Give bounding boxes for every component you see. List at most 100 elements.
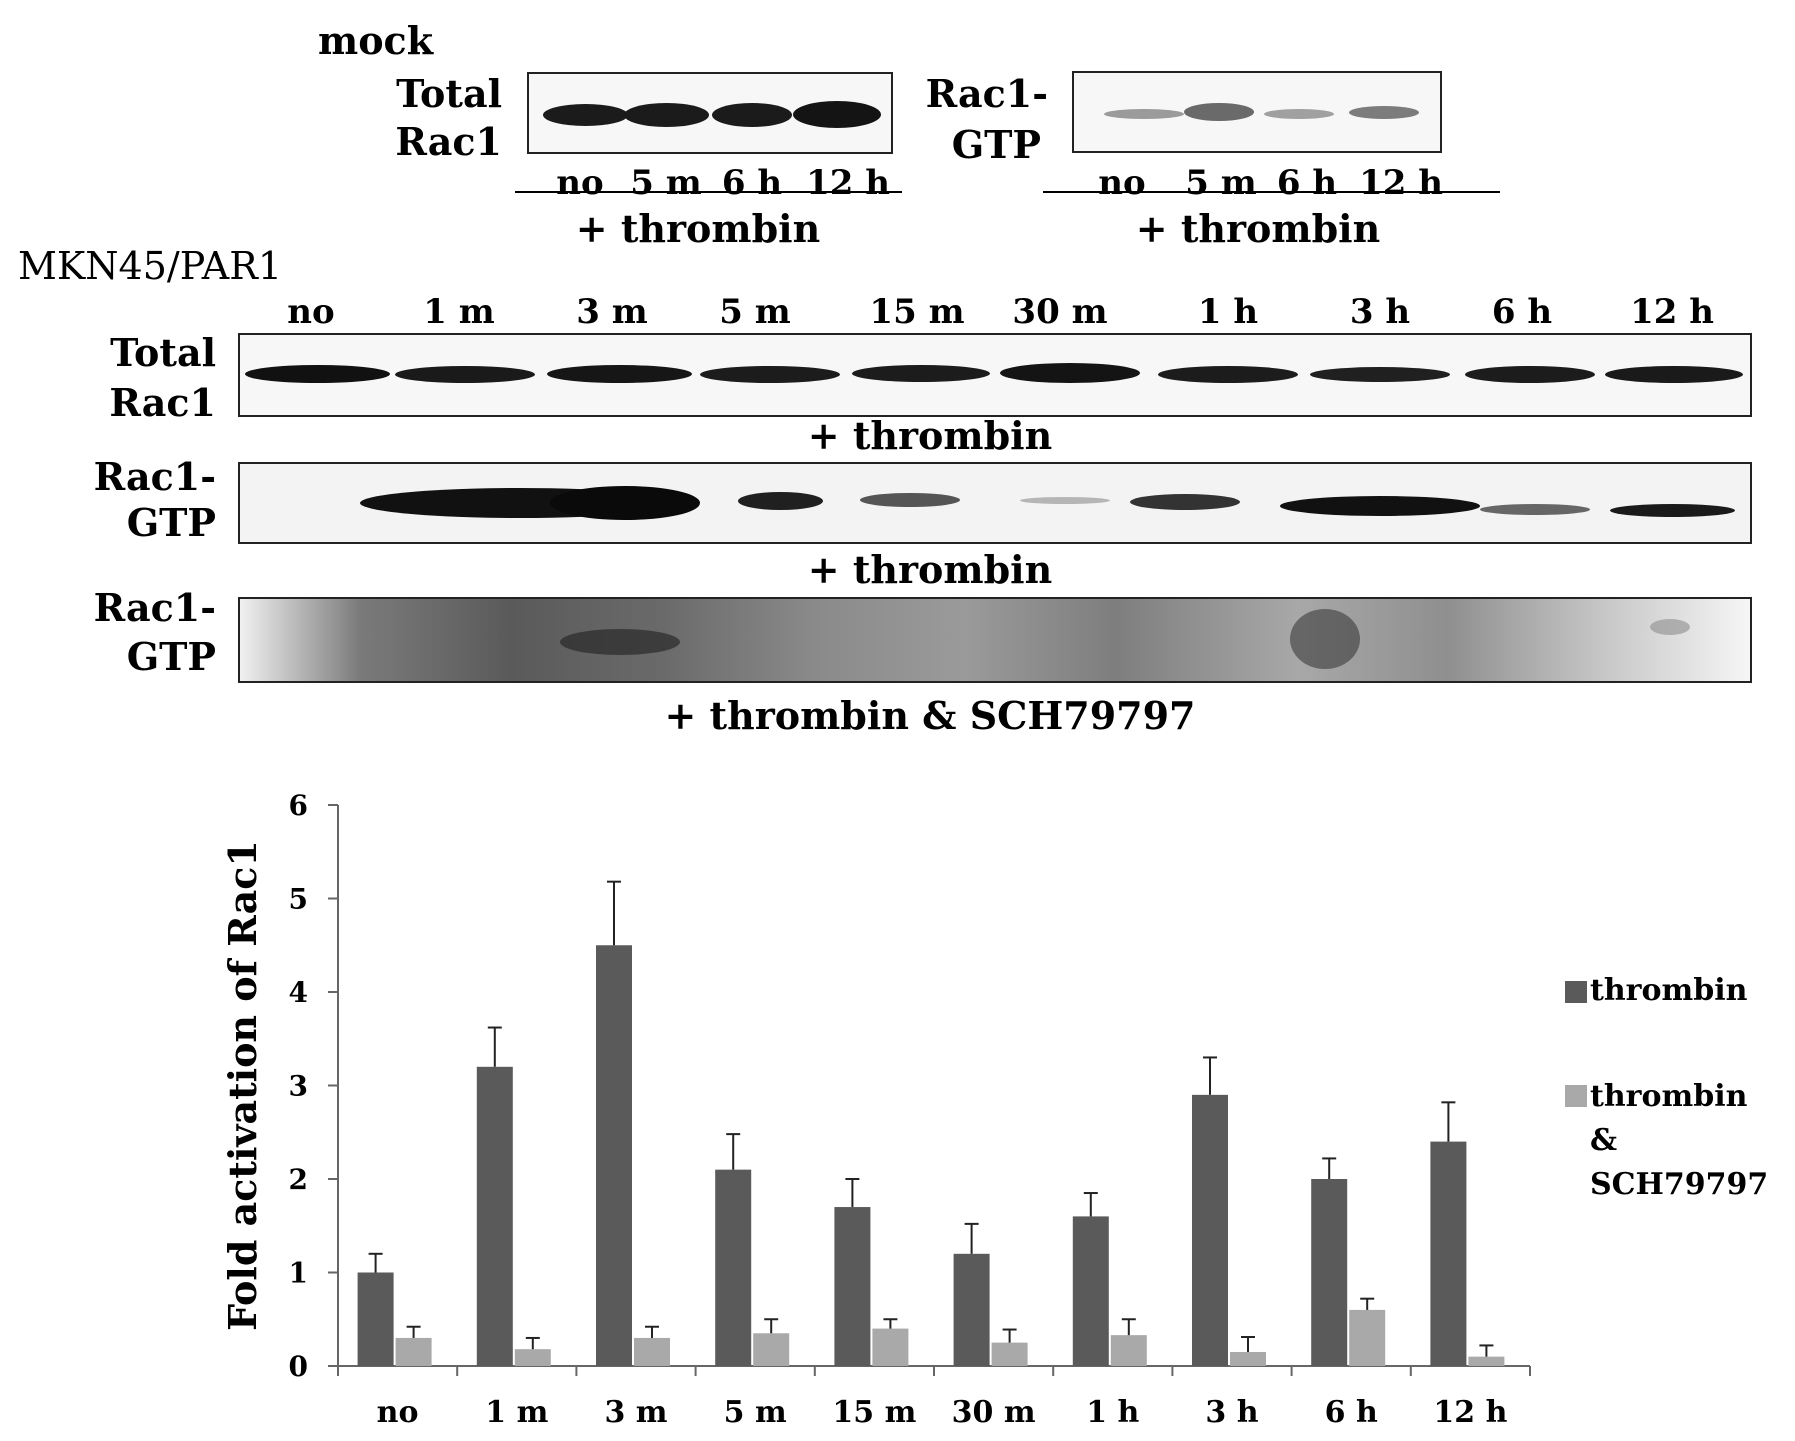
x-tick-label: 12 h [1433,1395,1507,1430]
blot-band [793,101,881,128]
par1-gtp-treatment: + thrombin [807,547,1053,592]
mock-total-rac1-blot [527,72,893,154]
blot-band [852,365,990,382]
y-tick-label: 3 [289,1070,308,1103]
x-tick-label: 6 h [1325,1395,1378,1430]
blot-band [1020,497,1110,504]
legend-label-thrombin: thrombin [1590,973,1748,1008]
blot-band [1480,504,1590,515]
par1-total-rac1-blot [238,333,1752,417]
mock-gtp-lane-no: no [1098,163,1146,203]
bar-thrombin [357,1272,394,1366]
par1-lane-6h: 6 h [1491,292,1553,332]
mock-total-lane-no: no [556,163,604,203]
x-tick-label: 3 h [1205,1395,1258,1430]
bar-thrombin-sch [634,1337,670,1366]
blot-band [1130,494,1240,510]
y-tick-label: 2 [289,1163,308,1196]
blot-band [860,493,960,507]
par1-rac1-gtp-blot [238,462,1752,544]
mock-total-lane-12h: 12 h [806,163,890,203]
mock-rac1-gtp-blot [1072,71,1442,153]
blot-band [550,486,700,520]
legend: thrombin thrombin & SCH79797 [1560,973,1790,1202]
y-tick-label: 1 [289,1257,308,1290]
y-tick-label: 5 [289,883,308,916]
x-tick-label: 30 m [952,1395,1036,1430]
mock-gtp-lane-6h: 6 h [1276,163,1338,203]
blot-band [1650,619,1690,635]
blot-band [547,365,692,383]
bar-thrombin [1430,1141,1467,1366]
blot-band [1264,109,1334,119]
blot-band [245,365,390,383]
mock-gtp-underline [1043,191,1500,193]
bar-thrombin [715,1169,752,1366]
bar-thrombin [476,1066,513,1366]
par1-lane-12h: 12 h [1630,292,1714,332]
mock-total-underline [515,191,902,193]
mock-title: mock [318,18,434,63]
par1-gtp-sch-label-2: GTP [126,634,216,679]
mock-total-treatment: + thrombin [575,206,821,251]
y-tick-label: 0 [289,1350,308,1383]
y-tick-label: 6 [289,789,308,822]
mock-gtp-lane-5m: 5 m [1185,163,1257,203]
par1-total-label-2: Rac1 [109,380,216,425]
x-tick-label: 1 h [1086,1395,1139,1430]
blot-band [1349,106,1419,119]
par1-gtp-sch-label-1: Rac1- [93,585,216,630]
mock-gtp-treatment: + thrombin [1135,206,1381,251]
bar-thrombin [1072,1216,1109,1366]
mock-gtp-label-1: Rac1- [925,71,1048,116]
x-tick-label: no [377,1395,419,1430]
par1-title: MKN45/PAR1 [18,244,283,288]
bar-thrombin-sch [1230,1351,1266,1366]
par1-total-treatment: + thrombin [807,413,1053,458]
blot-band [712,103,792,127]
mock-total-lane-6h: 6 h [721,163,783,203]
blot-band [395,366,535,383]
blot-band [624,103,709,127]
bar-thrombin-sch [1468,1356,1505,1366]
bar-thrombin-sch [514,1349,551,1366]
bar-thrombin [953,1253,990,1366]
bar-thrombin-sch [1110,1335,1147,1366]
par1-lane-15m: 15 m [869,292,965,332]
par1-gtp-sch-treatment: + thrombin & SCH79797 [664,693,1196,738]
blot-band [738,492,823,510]
blot-band [1310,367,1450,382]
bar-thrombin-sch [753,1333,790,1366]
blot-band [1605,366,1743,383]
bar-thrombin [1192,1094,1228,1366]
blot-band [560,629,680,655]
x-tick-label: 5 m [724,1395,787,1430]
blot-band [1465,366,1595,383]
bar-thrombin-sch [872,1328,909,1366]
x-tick-label: 3 m [604,1395,667,1430]
legend-item-thrombin: thrombin [1560,973,1790,1013]
blot-band [1280,496,1480,516]
blot-band [1290,609,1360,669]
bar-thrombin-sch [991,1342,1028,1366]
par1-gtp-label-2: GTP [126,500,216,545]
blot-band [700,366,840,383]
bar-chart: 0 1 2 3 4 5 6 no 1 m 3 m 5 m 15 m 30 m 1 h 3 h 6 h 12 h F… [220,789,1531,1430]
blot-band [1000,363,1140,383]
blot-band [1184,103,1254,121]
bar-thrombin-sch [1349,1309,1386,1366]
x-tick-label: 15 m [832,1395,916,1430]
blot-band [1104,109,1184,119]
y-axis-title: Fold activation of Rac1 [220,840,265,1331]
legend-label-thrombin-sch: thrombin & SCH79797 [1590,1079,1769,1202]
par1-lane-no: no [287,292,335,332]
mock-total-lane-5m: 5 m [630,163,702,203]
blot-band [1158,366,1298,383]
mock-total-label-2: Rac1 [395,119,502,164]
par1-lane-30m: 30 m [1012,292,1108,332]
blot-band [543,104,628,126]
bar-thrombin [834,1207,871,1366]
par1-lane-5m: 5 m [719,292,791,332]
bar-thrombin [596,945,632,1366]
par1-gtp-label-1: Rac1- [93,454,216,499]
